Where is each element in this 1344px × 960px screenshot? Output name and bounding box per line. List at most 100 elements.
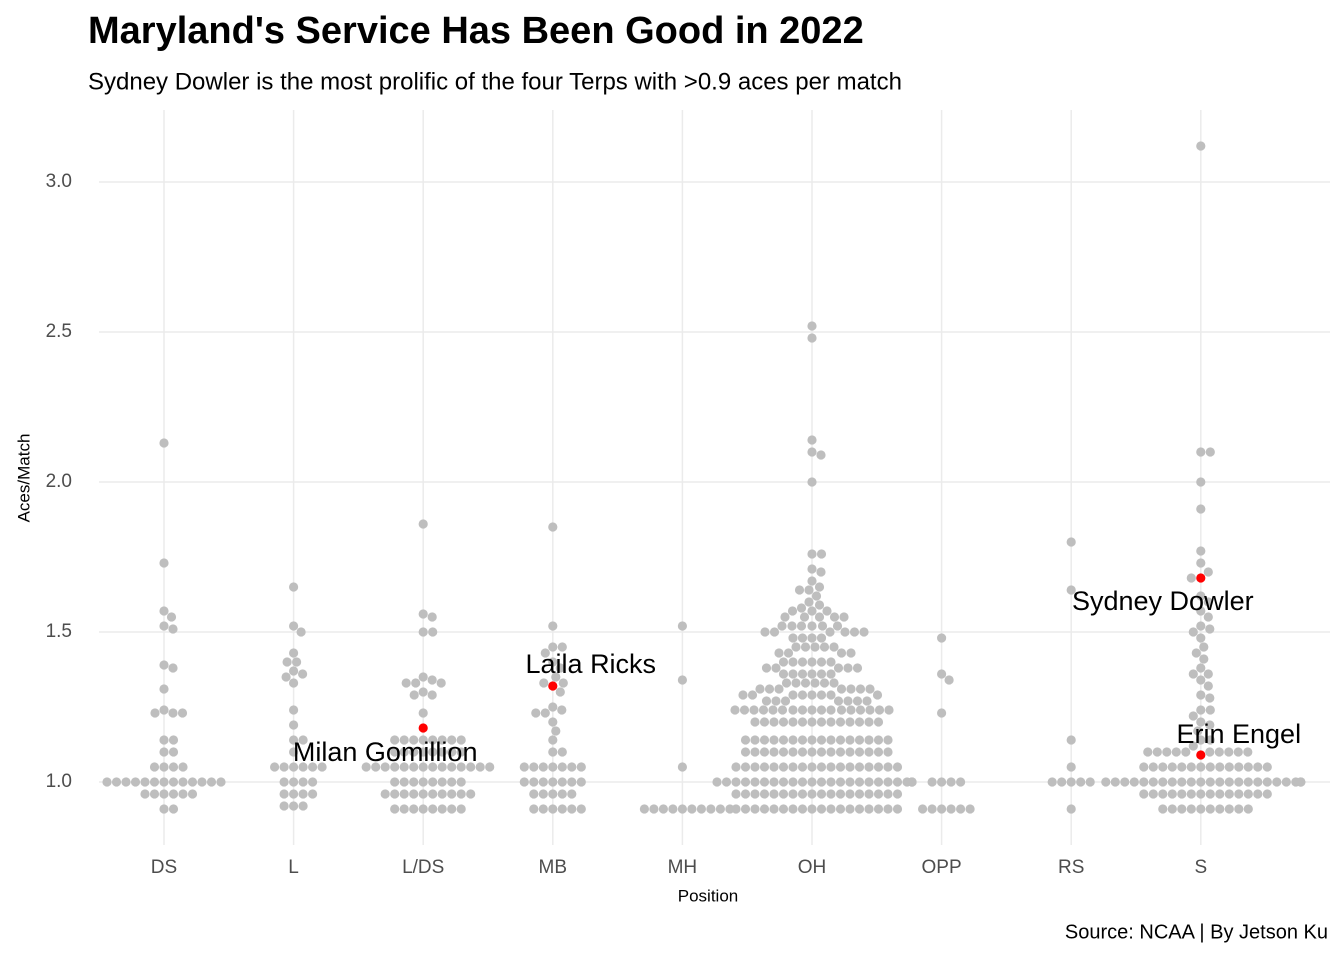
point <box>740 747 751 757</box>
point <box>826 747 836 757</box>
point <box>466 762 476 772</box>
point <box>864 789 874 799</box>
point <box>279 789 289 799</box>
point <box>807 477 817 487</box>
point <box>437 762 447 772</box>
point <box>1066 735 1076 745</box>
point <box>787 621 797 631</box>
point <box>538 789 548 799</box>
point <box>759 747 770 757</box>
point <box>538 804 548 814</box>
point <box>769 735 779 745</box>
point <box>1188 741 1198 751</box>
point <box>538 762 548 772</box>
point <box>849 627 860 637</box>
point <box>1167 804 1177 814</box>
point <box>739 705 750 715</box>
point <box>159 789 169 799</box>
point <box>826 762 836 772</box>
point <box>864 777 874 787</box>
point <box>1196 789 1206 799</box>
point <box>835 789 846 799</box>
point <box>409 762 419 772</box>
point <box>832 621 843 631</box>
point <box>872 690 883 700</box>
point <box>774 684 784 694</box>
point <box>778 747 789 757</box>
point <box>781 678 792 688</box>
point <box>807 633 817 643</box>
point <box>738 690 748 700</box>
point <box>529 777 539 787</box>
point <box>428 627 438 637</box>
point <box>427 675 437 685</box>
point <box>1066 777 1076 787</box>
point <box>409 804 419 814</box>
point <box>418 672 428 682</box>
point <box>778 717 789 727</box>
point <box>658 804 669 814</box>
point <box>854 804 865 814</box>
point <box>816 657 827 667</box>
point <box>769 804 779 814</box>
point <box>1191 648 1201 658</box>
point <box>1196 675 1206 685</box>
point <box>409 735 419 745</box>
point <box>843 663 853 673</box>
point <box>807 735 817 745</box>
point <box>807 447 817 457</box>
point <box>390 789 400 799</box>
point <box>390 735 400 745</box>
point <box>529 762 539 772</box>
point <box>794 585 805 595</box>
point <box>854 762 865 772</box>
point <box>178 777 188 787</box>
point <box>807 789 817 799</box>
point <box>884 705 894 715</box>
point <box>567 789 577 799</box>
point <box>797 777 808 787</box>
point <box>1224 789 1234 799</box>
point <box>168 762 179 772</box>
point <box>855 684 866 694</box>
point <box>187 777 198 787</box>
highlight-point <box>548 681 558 691</box>
point <box>730 705 740 715</box>
point <box>1196 558 1206 568</box>
point <box>1199 654 1209 664</box>
point <box>555 663 565 673</box>
point <box>1203 567 1213 577</box>
point <box>1177 762 1187 772</box>
point <box>447 762 457 772</box>
point <box>292 657 302 667</box>
point <box>178 789 188 799</box>
point <box>892 762 903 772</box>
point <box>555 687 565 697</box>
point <box>1205 720 1215 730</box>
point <box>687 804 697 814</box>
x-tick-label: MB <box>539 857 568 878</box>
point <box>159 621 169 631</box>
point <box>759 789 770 799</box>
point <box>816 717 827 727</box>
point <box>1177 777 1187 787</box>
point <box>750 747 760 757</box>
point <box>1167 777 1177 787</box>
point <box>937 633 947 643</box>
point <box>399 747 409 757</box>
point <box>281 672 291 682</box>
point <box>807 435 817 445</box>
point <box>1196 477 1206 487</box>
point <box>778 657 789 667</box>
point <box>797 735 808 745</box>
point <box>1224 777 1234 787</box>
point <box>807 549 817 559</box>
point <box>807 690 817 700</box>
point <box>1215 762 1225 772</box>
point <box>788 690 798 700</box>
point <box>140 777 150 787</box>
point <box>456 804 466 814</box>
point <box>576 777 586 787</box>
point <box>807 669 817 679</box>
point <box>777 705 788 715</box>
